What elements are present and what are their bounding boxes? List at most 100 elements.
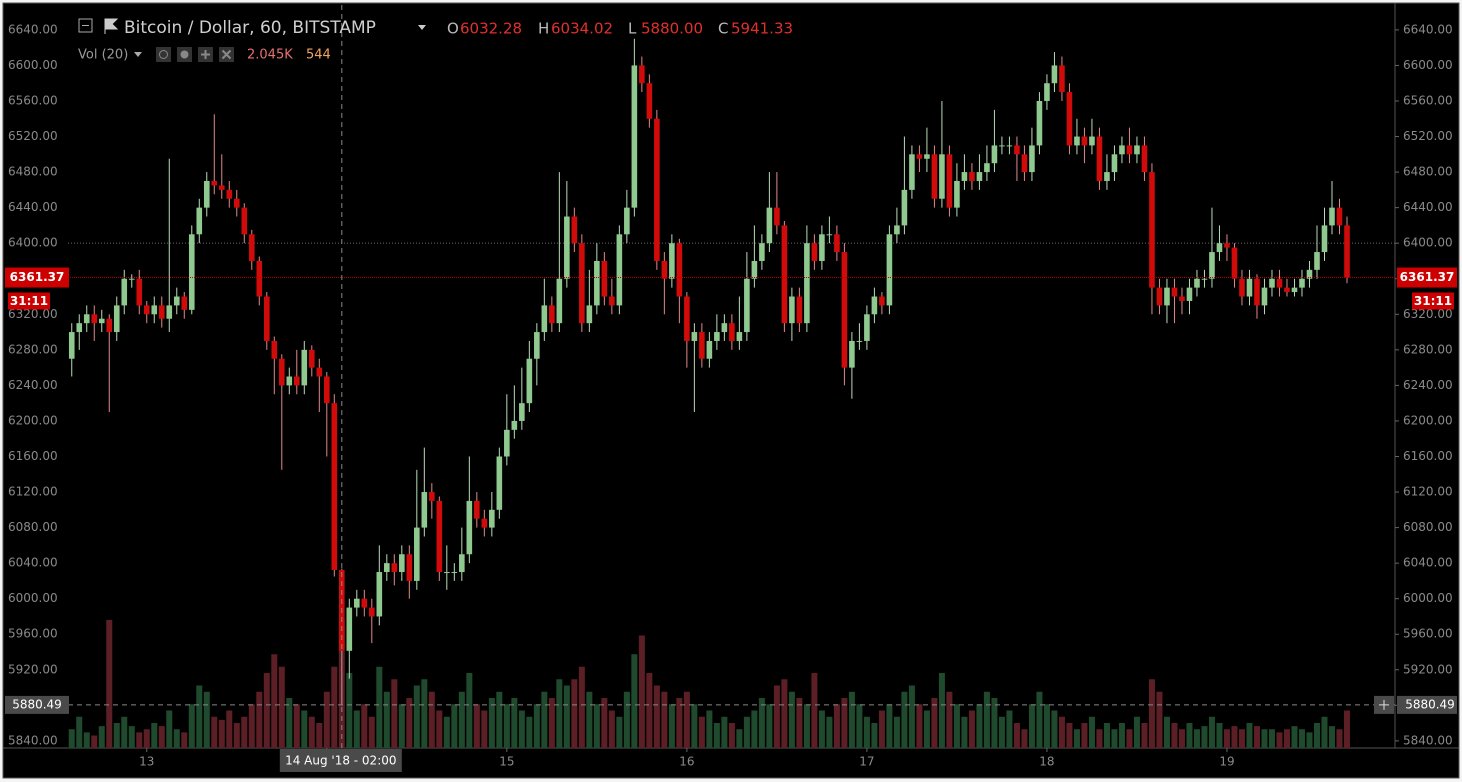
candle-body xyxy=(158,305,165,319)
volume-bar xyxy=(286,698,293,748)
candle-body xyxy=(1269,278,1275,288)
volume-bar xyxy=(698,716,705,748)
y-tick-label: 6200.00 xyxy=(1403,413,1453,427)
volume-bar xyxy=(1126,729,1133,748)
volume-bar xyxy=(323,691,330,748)
candle-body xyxy=(946,154,953,208)
volume-bar xyxy=(1141,723,1148,748)
volume-bar xyxy=(458,691,465,748)
candle-body xyxy=(1021,154,1028,173)
volume-bar xyxy=(166,710,173,748)
x-tick-label: 16 xyxy=(679,755,694,769)
volume-bar xyxy=(586,691,593,748)
volume-bar xyxy=(218,719,225,748)
candle-body xyxy=(1201,278,1208,280)
volume-bar xyxy=(833,704,840,748)
volume-bar xyxy=(376,666,383,748)
eye-glyph xyxy=(159,50,168,59)
volume-bar xyxy=(211,716,218,748)
candle-body xyxy=(631,65,638,208)
crosshair-add-glyph xyxy=(1379,699,1389,710)
volume-bar xyxy=(931,698,938,748)
candle-body xyxy=(271,340,278,359)
candle-body xyxy=(1216,243,1223,253)
volume-bar xyxy=(1336,729,1343,748)
ohlc-name: L xyxy=(628,20,637,38)
volume-bar xyxy=(1231,726,1238,748)
volume-bar xyxy=(1283,729,1290,748)
eye-icon[interactable] xyxy=(156,47,171,62)
candle-body xyxy=(1336,207,1343,226)
volume-bar xyxy=(143,729,150,748)
candle-body xyxy=(579,243,585,324)
volume-bar xyxy=(346,673,353,748)
volume-bar xyxy=(826,716,833,748)
candle-body xyxy=(384,563,390,573)
candle-body xyxy=(834,234,840,253)
candle-body xyxy=(714,332,720,341)
candle-body xyxy=(406,554,413,581)
volume-bar xyxy=(766,704,773,748)
volume-bar xyxy=(203,691,210,748)
x-tick-label: 18 xyxy=(1039,755,1054,769)
candle-body xyxy=(1096,136,1103,181)
y-tick-label: 6560.00 xyxy=(1403,93,1453,107)
y-tick-label: 6000.00 xyxy=(8,591,58,605)
countdown-box xyxy=(1412,292,1454,310)
candle-body xyxy=(121,278,128,306)
y-tick-label: 6400.00 xyxy=(1403,236,1453,250)
candle-body xyxy=(346,607,353,651)
dropdown-arrow[interactable] xyxy=(134,52,142,57)
crosshair-price-label: 5880.49 xyxy=(12,697,62,711)
candle-body xyxy=(1231,247,1238,279)
candle-body xyxy=(661,260,668,279)
collapse-icon[interactable] xyxy=(78,18,93,33)
volume-bar xyxy=(1216,723,1223,748)
ohlc-value: 5880.00 xyxy=(641,20,703,38)
y-tick-label: 6040.00 xyxy=(1403,556,1453,570)
volume-bar xyxy=(233,723,240,748)
candle-body xyxy=(286,376,293,386)
candle-body xyxy=(691,332,698,341)
candle-body xyxy=(361,598,368,608)
y-tick-label: 6520.00 xyxy=(8,129,58,143)
volume-bar xyxy=(803,704,810,748)
candle-body xyxy=(961,172,968,181)
dropdown-arrow[interactable] xyxy=(418,25,426,30)
candle-body xyxy=(263,296,270,341)
last-price-label: 6361.37 xyxy=(1400,270,1455,284)
candle-body xyxy=(68,332,75,359)
volume-bar xyxy=(1058,716,1065,748)
candle-body xyxy=(991,145,998,164)
candle-body xyxy=(451,572,458,574)
candle-body xyxy=(83,314,90,324)
volume-bar xyxy=(758,698,765,748)
candle-body xyxy=(248,234,255,261)
candle-body xyxy=(931,154,938,199)
volume-bar xyxy=(908,685,915,748)
volume-bar xyxy=(976,704,983,748)
candle-body xyxy=(474,500,480,519)
candle-body xyxy=(541,305,548,333)
candle-body xyxy=(1194,278,1200,288)
volume-bar xyxy=(518,710,525,748)
candle-body xyxy=(556,278,563,324)
candle-body xyxy=(766,207,773,244)
volume-bar xyxy=(383,691,390,748)
candle-body xyxy=(91,314,98,324)
volume-bar xyxy=(556,679,563,748)
candle-body xyxy=(646,83,653,119)
candle-body xyxy=(841,252,848,368)
candle-body xyxy=(354,598,360,608)
y-tick-label: 6160.00 xyxy=(8,449,58,463)
volume-bar xyxy=(796,698,803,748)
volume-bar xyxy=(571,679,578,748)
volume-bar xyxy=(1066,723,1073,748)
volume-bar xyxy=(706,710,713,748)
candle-body xyxy=(804,243,810,324)
volume-bar xyxy=(811,673,818,748)
candle-body xyxy=(414,527,420,581)
flag-icon[interactable] xyxy=(104,18,119,34)
candle-body xyxy=(624,207,630,235)
